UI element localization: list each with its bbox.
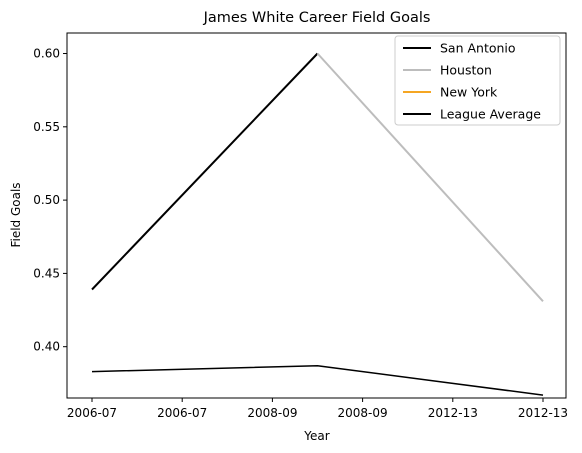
x-tick-label: 2012-13 [428, 406, 478, 420]
plot-frame [66, 32, 567, 399]
legend-item-league-average: League Average [403, 107, 541, 122]
legend-label: Houston [440, 63, 492, 78]
y-axis-label: Field Goals [9, 182, 23, 247]
series-line-san-antonio [91, 52, 319, 291]
series-layer [91, 52, 544, 396]
legend-frame [394, 35, 561, 126]
legend-item-san-antonio: San Antonio [403, 41, 516, 56]
series-line-league-average [91, 365, 544, 396]
chart-title: James White Career Field Goals [203, 10, 431, 26]
legend: San Antonio Houston New York League Average [394, 35, 561, 126]
x-tick-label: 2012-13 [518, 406, 568, 420]
y-tick-label: 0.45 [33, 266, 60, 280]
x-tick-label: 2006-07 [67, 406, 117, 420]
series-houston [316, 52, 544, 302]
x-tick-label: 2008-09 [338, 406, 388, 420]
legend-label: League Average [440, 107, 541, 122]
y-axis: 0.40 0.45 0.50 0.55 0.60 [33, 47, 67, 354]
y-tick-label: 0.55 [33, 120, 60, 134]
series-san-antonio [91, 52, 319, 291]
y-tick-label: 0.50 [33, 193, 60, 207]
legend-label: San Antonio [440, 41, 516, 56]
x-tick-label: 2008-09 [247, 406, 297, 420]
series-league-average [91, 365, 544, 396]
legend-item-houston: Houston [403, 63, 492, 78]
y-tick-label: 0.60 [33, 47, 60, 61]
x-axis: 2006-07 2006-07 2008-09 2008-09 2012-13 2012-… [67, 398, 568, 420]
x-tick-label: 2006-07 [157, 406, 207, 420]
series-line-houston [316, 52, 544, 302]
x-axis-label: Year [303, 429, 329, 443]
legend-item-new-york: New York [403, 85, 498, 100]
y-tick-label: 0.40 [33, 340, 60, 354]
legend-label: New York [440, 85, 498, 100]
